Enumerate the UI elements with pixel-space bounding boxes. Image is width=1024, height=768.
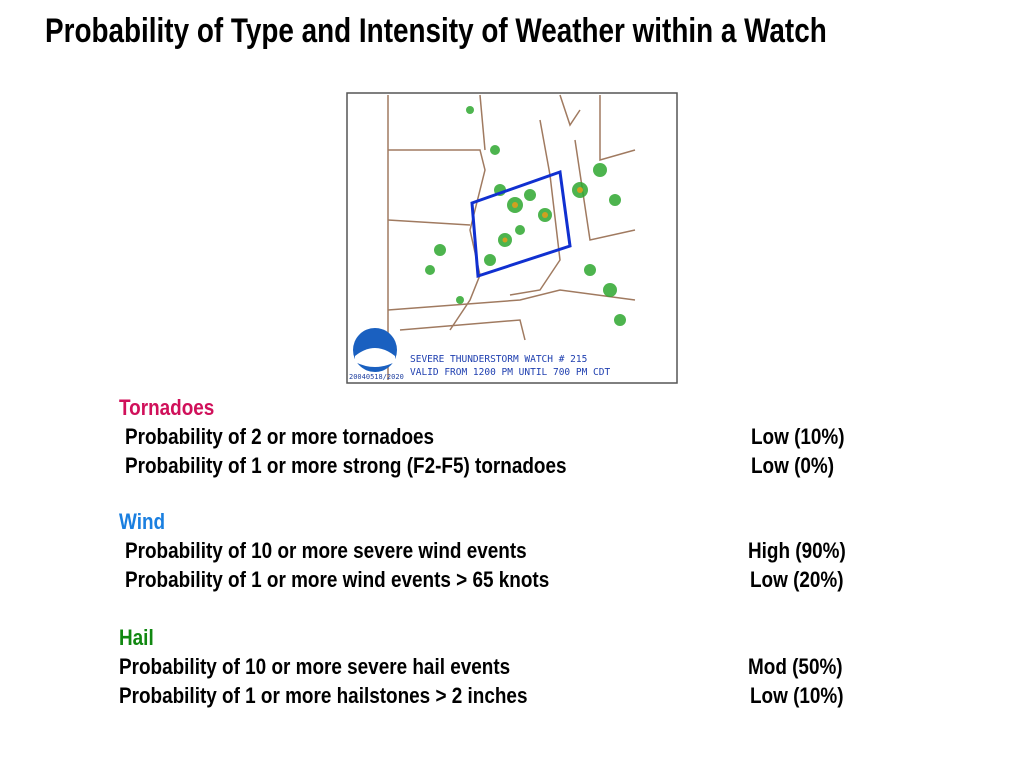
item-value: Low (0%): [751, 453, 835, 478]
item-value: High (90%): [748, 538, 846, 563]
item-label: Probability of 2 or more tornadoes: [125, 424, 435, 449]
map-frame: [346, 92, 678, 384]
section-heading: Hail: [119, 625, 154, 650]
map-caption: SEVERE THUNDERSTORM WATCH # 215: [410, 354, 587, 365]
item-value: Mod (50%): [748, 654, 843, 679]
radar-echoes: [425, 106, 626, 326]
slide-title: Probability of Type and Intensity of Wea…: [45, 12, 827, 50]
item-label: Probability of 10 or more severe hail ev…: [119, 654, 511, 679]
section-heading: Wind: [119, 509, 166, 534]
map-stamp: 20040518/2020: [349, 373, 404, 381]
map-caption: VALID FROM 1200 PM UNTIL 700 PM CDT: [410, 367, 610, 378]
item-value: Low (10%): [751, 424, 845, 449]
watch-box: [470, 169, 572, 279]
radar-cores: [502, 187, 583, 243]
item-label: Probability of 10 or more severe wind ev…: [125, 538, 527, 563]
noaa-logo-wave: [355, 348, 395, 367]
item-value: Low (10%): [750, 683, 844, 708]
item-label: Probability of 1 or more wind events > 6…: [125, 567, 550, 592]
item-label: Probability of 1 or more hailstones > 2 …: [119, 683, 528, 708]
section-heading: Tornadoes: [119, 395, 215, 420]
item-value: Low (20%): [750, 567, 844, 592]
item-label: Probability of 1 or more strong (F2-F5) …: [125, 453, 567, 478]
